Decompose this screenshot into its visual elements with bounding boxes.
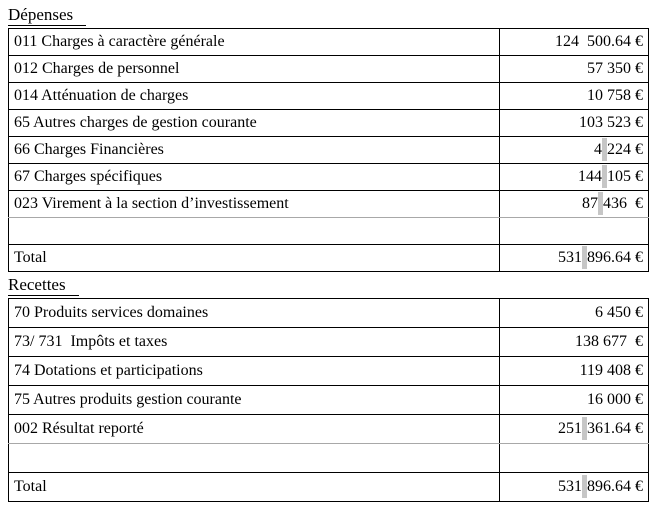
depenses-title-text: Dépenses <box>8 4 87 26</box>
value-text: 16 000 € <box>587 391 643 408</box>
row-value: 4 224 € <box>499 136 649 164</box>
row-label: 75 Autres produits gestion courante <box>8 385 500 415</box>
value-text: 361.64 € <box>587 420 643 437</box>
value-text: 57 350 € <box>587 60 643 77</box>
recettes-title-text: Recettes <box>8 274 79 296</box>
depenses-title: Dépenses <box>8 4 648 28</box>
table-row: 023 Virement à la section d’investisseme… <box>8 190 649 218</box>
highlighted-space-mark <box>602 138 607 161</box>
row-label: 66 Charges Financières <box>8 136 500 164</box>
row-label: 023 Virement à la section d’investisseme… <box>8 190 500 218</box>
row-label: Total <box>8 244 500 272</box>
row-label: 70 Produits services domaines <box>8 298 500 328</box>
value-text: 10 758 € <box>587 87 643 104</box>
highlighted-space-mark <box>582 475 587 498</box>
row-value: 531 896.64 € <box>499 244 649 272</box>
highlighted-space-mark <box>582 246 587 269</box>
row-value: 124 500.64 € <box>499 28 649 56</box>
value-text: 531 <box>558 249 582 266</box>
table-row: 67 Charges spécifiques 144 105 € <box>8 163 649 191</box>
empty-row <box>8 217 649 245</box>
value-text: 124 500.64 € <box>555 33 643 50</box>
row-label: 65 Autres charges de gestion courante <box>8 109 500 137</box>
row-value: 119 408 € <box>499 356 649 386</box>
highlighted-space-mark <box>598 192 603 215</box>
row-label: 002 Résultat reporté <box>8 414 500 444</box>
value-text: 119 408 € <box>579 362 643 379</box>
table-row: 70 Produits services domaines 6 450 € <box>8 298 649 328</box>
depenses-table: 011 Charges à caractère générale 124 500.… <box>8 28 649 272</box>
row-label: 74 Dotations et participations <box>8 356 500 386</box>
recettes-table-body: 70 Produits services domaines 6 450 € 73/ … <box>8 298 649 502</box>
row-label: 67 Charges spécifiques <box>8 163 500 191</box>
total-row: Total 531 896.64 € <box>8 244 649 272</box>
value-text: 896.64 € <box>587 478 643 495</box>
row-value <box>499 443 649 473</box>
row-value: 87 436 € <box>499 190 649 218</box>
value-text: 224 € <box>607 141 643 158</box>
highlighted-space-mark <box>582 417 587 440</box>
table-row: 011 Charges à caractère générale 124 500.… <box>8 28 649 56</box>
row-label: 014 Atténuation de charges <box>8 82 500 110</box>
row-value: 138 677 € <box>499 327 649 357</box>
value-text: 105 € <box>607 168 643 185</box>
table-row: 66 Charges Financières 4 224 € <box>8 136 649 164</box>
row-label: 73/ 731 Impôts et taxes <box>8 327 500 357</box>
row-value: 10 758 € <box>499 82 649 110</box>
row-label <box>8 217 500 245</box>
value-text: 896.64 € <box>587 249 643 266</box>
table-row: 002 Résultat reporté 251 361.64 € <box>8 414 649 444</box>
highlighted-space-mark <box>602 165 607 188</box>
value-text: 436 € <box>603 195 643 212</box>
row-label: 012 Charges de personnel <box>8 55 500 83</box>
empty-row <box>8 443 649 473</box>
row-label: 011 Charges à caractère générale <box>8 28 500 56</box>
value-text: 87 <box>582 195 598 212</box>
row-value <box>499 217 649 245</box>
table-row: 74 Dotations et participations 119 408 € <box>8 356 649 386</box>
section-depenses: Dépenses 011 Charges à caractère général… <box>8 4 649 272</box>
value-text: 4 <box>594 141 602 158</box>
value-text: 138 677 € <box>575 333 643 350</box>
value-text: 531 <box>558 478 582 495</box>
row-label <box>8 443 500 473</box>
table-row: 014 Atténuation de charges 10 758 € <box>8 82 649 110</box>
table-row: 73/ 731 Impôts et taxes 138 677 € <box>8 327 649 357</box>
value-text: 144 <box>578 168 602 185</box>
value-text: 6 450 € <box>595 304 643 321</box>
total-row: Total 531 896.64 € <box>8 472 649 502</box>
section-recettes: Recettes 70 Produits services domaines 6 … <box>8 274 649 502</box>
row-value: 6 450 € <box>499 298 649 328</box>
row-value: 16 000 € <box>499 385 649 415</box>
row-value: 57 350 € <box>499 55 649 83</box>
table-row: 012 Charges de personnel 57 350 € <box>8 55 649 83</box>
row-value: 144 105 € <box>499 163 649 191</box>
row-value: 251 361.64 € <box>499 414 649 444</box>
table-row: 75 Autres produits gestion courante 16 00… <box>8 385 649 415</box>
recettes-table: 70 Produits services domaines 6 450 € 73/ … <box>8 298 649 502</box>
table-row: 65 Autres charges de gestion courante 103… <box>8 109 649 137</box>
value-text: 251 <box>558 420 582 437</box>
value-text: 103 523 € <box>579 114 643 131</box>
row-value: 103 523 € <box>499 109 649 137</box>
row-label: Total <box>8 472 500 502</box>
document-page: Dépenses 011 Charges à caractère général… <box>8 4 649 502</box>
recettes-title: Recettes <box>8 274 648 298</box>
row-value: 531 896.64 € <box>499 472 649 502</box>
depenses-table-body: 011 Charges à caractère générale 124 500.… <box>8 28 649 272</box>
